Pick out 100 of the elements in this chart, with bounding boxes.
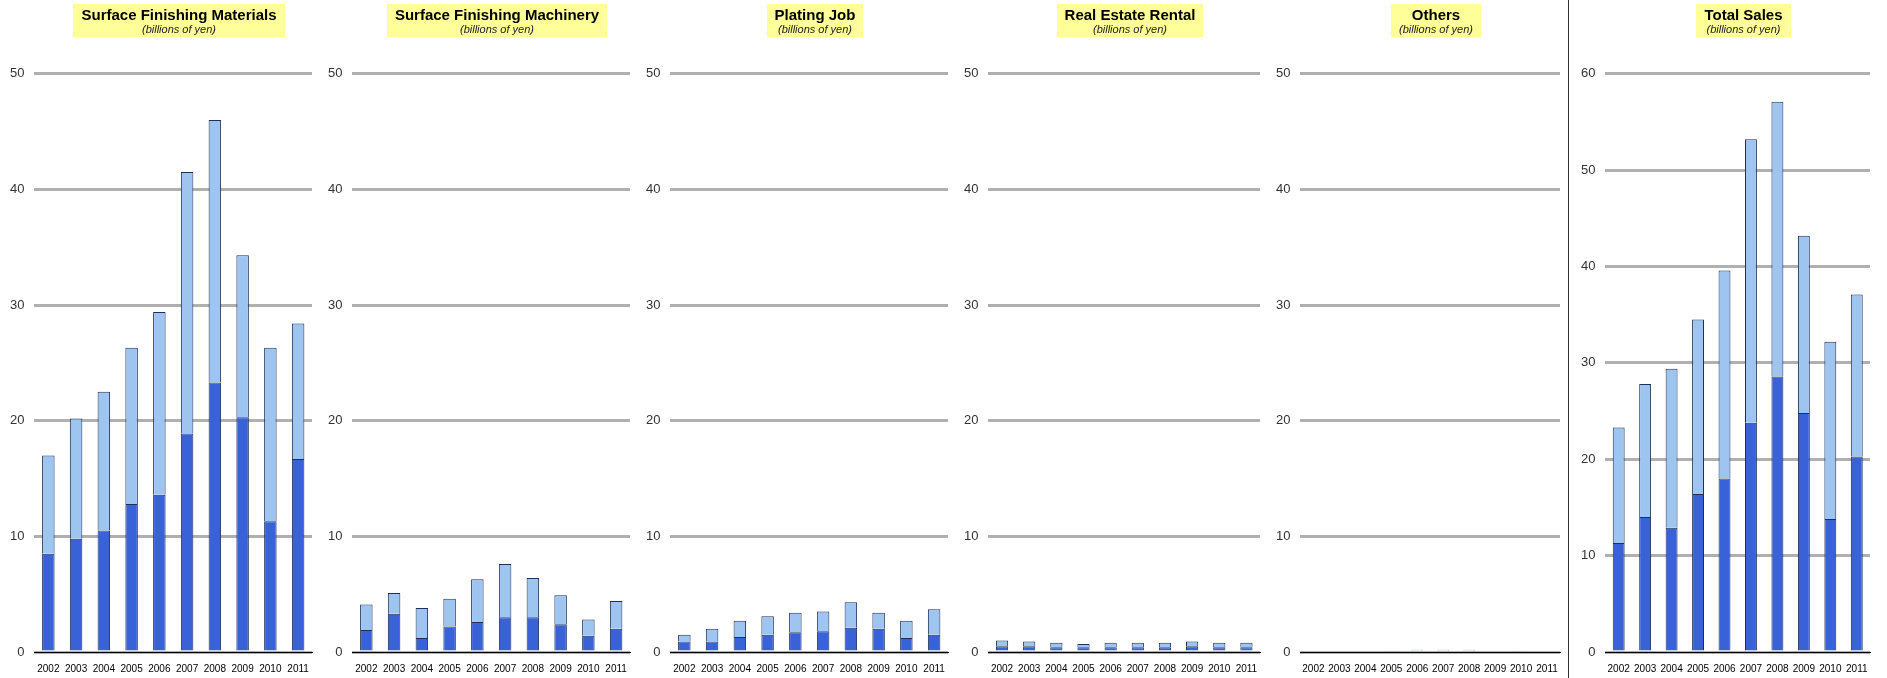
- x-tick-label: 2011: [1536, 662, 1559, 674]
- y-tick-label: 30: [645, 296, 661, 312]
- y-tick-label: 0: [335, 643, 343, 659]
- x-tick-label: 2010: [1509, 662, 1533, 674]
- x-tick-label: 2003: [1634, 662, 1657, 674]
- y-tick-label: 0: [1588, 643, 1596, 659]
- x-tick-label: 2002: [1607, 662, 1631, 674]
- x-tick-label: 2004: [1660, 662, 1684, 674]
- x-tick-label: 2010: [1208, 662, 1231, 674]
- x-tick-label: 2009: [231, 662, 255, 674]
- x-tick-label: 2008: [1153, 662, 1177, 674]
- y-tick-label: 0: [17, 643, 25, 659]
- y-tick-label: 30: [1275, 296, 1291, 312]
- y-tick-label: 40: [9, 181, 25, 197]
- y-tick-label: 0: [653, 643, 661, 659]
- y-tick-label: 10: [963, 527, 979, 543]
- x-tick-label: 2009: [1792, 662, 1816, 674]
- x-tick-label: 2011: [287, 662, 310, 674]
- y-tick-label: 10: [1580, 547, 1596, 563]
- x-tick-label: 2003: [1328, 662, 1351, 674]
- x-tick-label: 2008: [203, 662, 227, 674]
- x-tick-label: 2007: [175, 662, 199, 674]
- x-tick-label: 2005: [438, 662, 462, 674]
- x-tick-label: 2007: [493, 662, 517, 674]
- y-tick-label: 20: [963, 412, 979, 428]
- x-tick-label: 2003: [64, 662, 88, 674]
- y-tick-label: 50: [1580, 161, 1596, 177]
- x-tick-label: 2008: [1766, 662, 1789, 674]
- x-tick-label: 2007: [1432, 662, 1455, 674]
- x-tick-label: 2007: [1739, 662, 1763, 674]
- y-tick-label: 10: [1275, 527, 1291, 543]
- x-tick-label: 2011: [1846, 662, 1868, 674]
- y-tick-label: 50: [963, 65, 979, 81]
- chart-title: Plating Job: [774, 6, 856, 23]
- y-tick-label: 10: [645, 527, 661, 543]
- y-tick-label: 30: [1580, 354, 1596, 370]
- x-tick-label: 2008: [521, 662, 545, 674]
- chart-subtitle: (billions of yen): [1092, 23, 1168, 35]
- y-tick-label: 50: [9, 65, 25, 81]
- x-tick-label: 2007: [1126, 662, 1150, 674]
- y-tick-label: 30: [963, 296, 979, 312]
- y-tick-label: 0: [1283, 643, 1291, 659]
- chart-subtitle: (billions of yen): [141, 23, 217, 35]
- y-tick-label: 40: [963, 181, 979, 197]
- y-tick-label: 30: [9, 296, 25, 312]
- x-tick-label: 2005: [1380, 662, 1403, 674]
- x-tick-label: 2009: [549, 662, 573, 674]
- x-tick-label: 2011: [605, 662, 628, 674]
- x-tick-label: 2003: [382, 662, 406, 674]
- x-tick-label: 2002: [355, 662, 378, 674]
- x-tick-label: 2004: [1354, 662, 1377, 674]
- y-tick-label: 40: [1275, 181, 1291, 197]
- x-tick-label: 2002: [1302, 662, 1325, 674]
- y-tick-label: 40: [645, 181, 661, 197]
- chart-title: Others: [1410, 6, 1462, 23]
- x-tick-label: 2010: [895, 662, 918, 674]
- chart-title: Surface Finishing Machinery: [394, 6, 600, 23]
- x-tick-label: 2003: [700, 662, 724, 674]
- x-tick-label: 2004: [1045, 662, 1068, 674]
- y-tick-label: 20: [1275, 412, 1291, 428]
- x-tick-label: 2002: [673, 662, 696, 674]
- chart-title: Surface Finishing Materials: [81, 6, 277, 23]
- y-tick-label: 50: [1275, 65, 1291, 81]
- y-tick-label: 50: [327, 65, 343, 81]
- x-tick-label: 2004: [728, 662, 752, 674]
- x-tick-label: 2011: [1235, 662, 1258, 674]
- x-tick-label: 2005: [1686, 662, 1710, 674]
- y-tick-label: 30: [327, 296, 343, 312]
- x-tick-label: 2006: [466, 662, 489, 674]
- x-tick-label: 2004: [92, 662, 116, 674]
- x-tick-label: 2004: [410, 662, 434, 674]
- chart-title: Real Estate Rental: [1064, 6, 1196, 23]
- chart-subtitle: (billions of yen): [459, 23, 535, 35]
- x-tick-label: 2007: [811, 662, 835, 674]
- y-tick-label: 20: [645, 412, 661, 428]
- chart-title: Total Sales: [1704, 6, 1783, 23]
- x-tick-label: 2002: [990, 662, 1014, 674]
- x-tick-label: 2010: [1819, 662, 1842, 674]
- x-tick-label: 2005: [756, 662, 780, 674]
- chart-subtitle: (billions of yen): [777, 23, 853, 35]
- y-tick-label: 0: [971, 643, 979, 659]
- x-tick-label: 2006: [1099, 662, 1123, 674]
- y-tick-label: 20: [9, 412, 25, 428]
- x-tick-label: 2005: [1072, 662, 1096, 674]
- x-tick-label: 2009: [867, 662, 891, 674]
- x-tick-label: 2005: [120, 662, 144, 674]
- x-tick-label: 2006: [1713, 662, 1737, 674]
- x-tick-label: 2002: [37, 662, 60, 674]
- chart-subtitle: (billions of yen): [1399, 23, 1473, 35]
- x-tick-label: 2003: [1018, 662, 1041, 674]
- x-tick-label: 2009: [1180, 662, 1204, 674]
- x-tick-label: 2008: [839, 662, 863, 674]
- x-tick-label: 2011: [923, 662, 946, 674]
- x-tick-label: 2006: [784, 662, 807, 674]
- x-tick-label: 2008: [1458, 662, 1481, 674]
- chart-subtitle: (billions of yen): [1705, 23, 1782, 35]
- x-tick-label: 2006: [1406, 662, 1429, 674]
- y-tick-label: 20: [1580, 450, 1596, 466]
- y-tick-label: 40: [327, 181, 343, 197]
- y-tick-label: 20: [327, 412, 343, 428]
